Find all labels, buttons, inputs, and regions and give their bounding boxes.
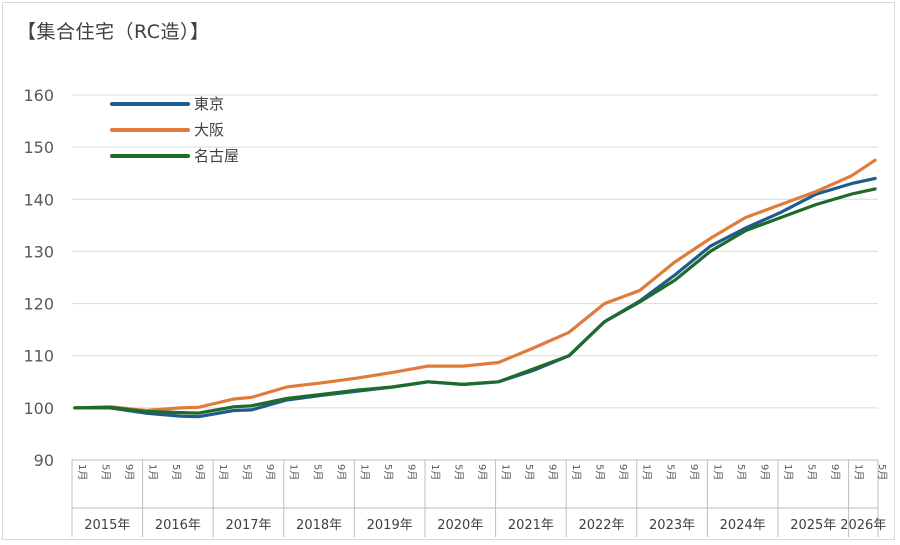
- x-month-tick-label: 9月: [688, 464, 700, 480]
- legend-label: 大阪: [194, 121, 224, 139]
- x-month-tick-label: 5月: [99, 464, 111, 480]
- x-month-tick-label: 9月: [758, 464, 770, 480]
- x-year-label: 2018年: [296, 518, 342, 533]
- x-year-label: 2016年: [155, 518, 201, 533]
- chart-frame: 【集合住宅（RC造）】: [2, 2, 895, 540]
- x-month-tick-label: 1月: [853, 464, 865, 480]
- x-month-tick-label: 9月: [405, 464, 417, 480]
- legend-label: 名古屋: [194, 147, 239, 165]
- x-month-tick-label: 1月: [570, 464, 582, 480]
- x-year-label: 2021年: [508, 518, 554, 533]
- x-month-tick-label: 1月: [358, 464, 370, 480]
- x-month-tick-label: 9月: [829, 464, 841, 480]
- x-month-tick-label: 1月: [429, 464, 441, 480]
- y-tick-label: 100: [23, 399, 54, 418]
- x-month-tick-label: 9月: [264, 464, 276, 480]
- x-month-tick-label: 9月: [335, 464, 347, 480]
- x-month-tick-label: 5月: [452, 464, 464, 480]
- x-year-label: 2026年: [840, 518, 886, 533]
- x-year-label: 2017年: [225, 518, 271, 533]
- x-year-label: 2022年: [578, 518, 624, 533]
- x-month-tick-label: 1月: [217, 464, 229, 480]
- chart-title: 【集合住宅（RC造）】: [17, 21, 210, 43]
- y-tick-label: 140: [23, 190, 54, 209]
- x-month-tick-label: 9月: [194, 464, 206, 480]
- x-month-tick-label: 1月: [147, 464, 159, 480]
- x-month-tick-label: 5月: [170, 464, 182, 480]
- x-month-tick-label: 5月: [664, 464, 676, 480]
- gridlines: [72, 94, 878, 461]
- x-month-tick-label: 5月: [735, 464, 747, 480]
- series-lines: [73, 158, 877, 419]
- x-year-label: 2019年: [367, 518, 413, 533]
- x-month-tick-label: 9月: [547, 464, 559, 480]
- y-axis: 90 100 110 120 130 140 150 160: [23, 86, 54, 470]
- x-month-tick-label: 1月: [641, 464, 653, 480]
- legend-label: 東京: [194, 95, 224, 113]
- y-tick-label: 90: [34, 451, 54, 470]
- x-month-tick-label: 5月: [241, 464, 253, 480]
- x-month-tick-label: 1月: [500, 464, 512, 480]
- x-month-tick-label: 5月: [523, 464, 535, 480]
- x-year-label: 2024年: [720, 518, 766, 533]
- y-tick-label: 160: [23, 86, 54, 105]
- y-tick-label: 130: [23, 242, 54, 261]
- x-month-tick-label: 9月: [476, 464, 488, 480]
- x-month-tick-label: 1月: [782, 464, 794, 480]
- x-month-tick-label: 5月: [876, 464, 888, 480]
- x-year-label: 2023年: [649, 518, 695, 533]
- series-line: [73, 187, 877, 415]
- x-month-tick-label: 5月: [805, 464, 817, 480]
- x-year-label: 2015年: [84, 518, 130, 533]
- x-month-tick-label: 1月: [76, 464, 88, 480]
- y-tick-label: 120: [23, 295, 54, 314]
- x-month-tick-label: 9月: [123, 464, 135, 480]
- x-month-tick-label: 5月: [311, 464, 323, 480]
- x-month-tick-label: 1月: [288, 464, 300, 480]
- x-month-tick-label: 1月: [711, 464, 723, 480]
- x-month-tick-label: 9月: [617, 464, 629, 480]
- x-year-label: 2025年: [790, 518, 836, 533]
- x-month-tick-label: 5月: [382, 464, 394, 480]
- x-year-label: 2020年: [437, 518, 483, 533]
- y-tick-label: 150: [23, 138, 54, 157]
- y-tick-label: 110: [23, 347, 54, 366]
- x-month-tick-label: 5月: [594, 464, 606, 480]
- x-axis: 1月 5月 9月 2015年 1月 5月 9月 2016年 1月 5月 9月 2017年 1月 5月 9月 2…: [71, 459, 888, 537]
- series-line: [73, 158, 877, 413]
